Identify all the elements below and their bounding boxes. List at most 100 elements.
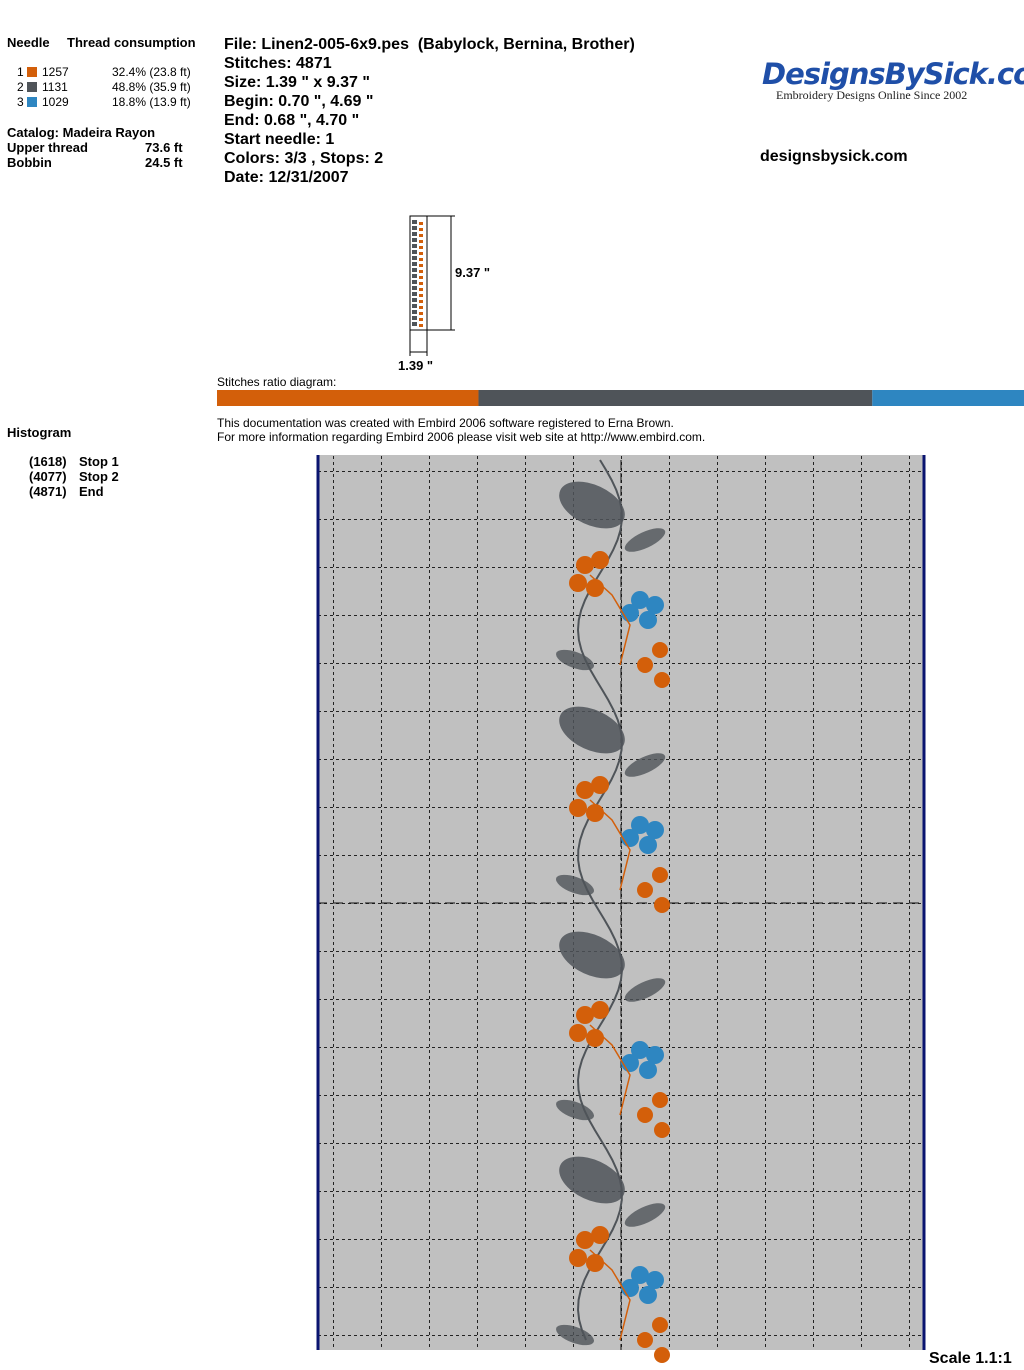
flower xyxy=(569,799,587,817)
leaf xyxy=(559,706,625,754)
stop-label: Stop 1 xyxy=(79,454,119,469)
flower xyxy=(586,1029,604,1047)
info-line: Size: 1.39 " x 9.37 " xyxy=(224,74,370,91)
thumb-stitch xyxy=(419,234,423,237)
flower xyxy=(654,1347,670,1363)
info-line: End: 0.68 ", 4.70 " xyxy=(224,112,360,129)
thumb-stitch xyxy=(412,262,417,266)
scale: Scale 1.1:1 xyxy=(929,1350,1012,1367)
flower xyxy=(646,1046,664,1064)
flower xyxy=(591,1226,609,1244)
ratio-title: Stitches ratio diagram: xyxy=(217,375,337,389)
stop-count: (4871) xyxy=(29,484,67,499)
flower xyxy=(576,781,594,799)
note: For more information regarding Embird 20… xyxy=(217,430,706,444)
thread-usage: 18.8% (13.9 ft) xyxy=(112,95,191,109)
thumb-stitch xyxy=(419,294,423,297)
flower xyxy=(639,611,657,629)
needle-number: 1 xyxy=(17,65,24,79)
thumb-stitch xyxy=(412,250,417,254)
thread-code: 1029 xyxy=(42,95,69,109)
thumb-stitch xyxy=(412,286,417,290)
flower xyxy=(631,816,649,834)
info-line: Date: 12/31/2007 xyxy=(224,169,349,186)
flower xyxy=(576,1231,594,1249)
flower xyxy=(586,1254,604,1272)
thread-usage: 32.4% (23.8 ft) xyxy=(112,65,191,79)
stop-count: (4077) xyxy=(29,469,67,484)
thumb-stitch xyxy=(419,300,423,303)
flower xyxy=(646,821,664,839)
thumb-stitch xyxy=(419,282,423,285)
flower xyxy=(576,556,594,574)
needle-label: Needle xyxy=(7,35,50,50)
stem xyxy=(589,1024,631,1116)
thumb-stitch xyxy=(419,276,423,279)
flower xyxy=(591,1001,609,1019)
thumb-stitch xyxy=(412,292,417,296)
flower xyxy=(646,596,664,614)
flower xyxy=(654,672,670,688)
consumption-value: 73.6 ft xyxy=(145,140,183,155)
flower xyxy=(652,1317,668,1333)
histogram-title: Histogram xyxy=(7,425,72,440)
info-line: Begin: 0.70 ", 4.69 " xyxy=(224,93,374,110)
leaf xyxy=(624,528,666,552)
site: designsbysick.com xyxy=(760,148,908,165)
flower xyxy=(637,657,653,673)
thumb-stitch xyxy=(412,316,417,320)
thumb-stitch xyxy=(419,222,423,225)
flower xyxy=(569,574,587,592)
flower xyxy=(637,1332,653,1348)
thumb-stitch xyxy=(412,238,417,242)
consumption-label: Bobbin xyxy=(7,155,52,170)
info-line: Colors: 3/3 , Stops: 2 xyxy=(224,150,384,167)
thumb-stitch xyxy=(412,226,417,230)
thumb-stitch xyxy=(412,322,417,326)
thumbnail-design xyxy=(412,220,423,327)
embroidery-design xyxy=(556,459,670,1363)
color-swatch xyxy=(27,67,37,77)
flower xyxy=(631,591,649,609)
info-line: Start needle: 1 xyxy=(224,131,335,148)
flower xyxy=(569,1249,587,1267)
flower xyxy=(621,604,639,622)
thread-label: Thread consumption xyxy=(67,35,196,50)
flower xyxy=(621,1054,639,1072)
consumption-value: 24.5 ft xyxy=(145,155,183,170)
thumb-stitch xyxy=(419,288,423,291)
thread-code: 1131 xyxy=(42,80,68,94)
flower xyxy=(652,642,668,658)
flower xyxy=(652,867,668,883)
thread-code: 1257 xyxy=(42,65,69,79)
thumb-stitch xyxy=(419,264,423,267)
stop-label: Stop 2 xyxy=(79,469,119,484)
thumb-stitch xyxy=(412,232,417,236)
flower xyxy=(591,551,609,569)
leaf xyxy=(624,753,666,777)
stem xyxy=(589,799,631,891)
leaf xyxy=(556,649,594,671)
flower xyxy=(654,1122,670,1138)
thumb-stitch xyxy=(419,324,423,327)
color-swatch xyxy=(27,97,37,107)
height-label: 9.37 " xyxy=(455,265,491,280)
ratio-segment xyxy=(217,390,479,406)
thumb-stitch xyxy=(419,246,423,249)
note: This documentation was created with Embi… xyxy=(217,416,674,430)
needle-number: 3 xyxy=(17,95,24,109)
stem xyxy=(589,574,631,666)
flower xyxy=(591,776,609,794)
info-line: Stitches: 4871 xyxy=(224,55,332,72)
thumb-stitch xyxy=(419,228,423,231)
thumb-stitch xyxy=(412,268,417,272)
thumb-stitch xyxy=(419,306,423,309)
stop-count: (1618) xyxy=(29,454,67,469)
flower xyxy=(652,1092,668,1108)
flower xyxy=(621,1279,639,1297)
thumb-stitch xyxy=(419,312,423,315)
thumb-stitch xyxy=(412,244,417,248)
ratio-bar xyxy=(217,390,1024,406)
